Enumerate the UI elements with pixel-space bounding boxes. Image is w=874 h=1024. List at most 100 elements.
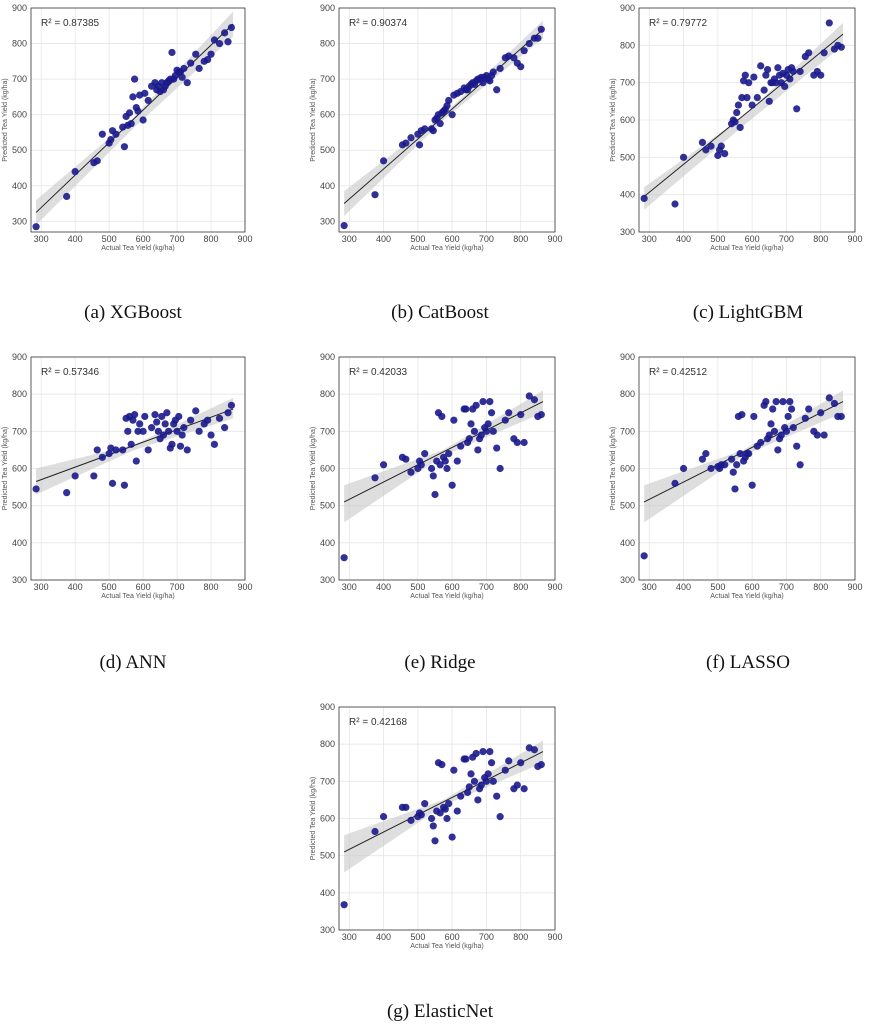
x-tick-label: 900 (847, 582, 862, 592)
x-tick-label: 300 (342, 932, 357, 942)
data-point (738, 411, 746, 419)
data-point (743, 94, 751, 102)
data-point (517, 411, 525, 419)
data-point (134, 427, 142, 435)
data-point (769, 405, 777, 413)
y-tick-label: 800 (320, 39, 335, 49)
subfigure-caption: (f) LASSO (706, 652, 790, 673)
data-point (379, 461, 388, 469)
data-point (173, 427, 181, 435)
data-point (781, 82, 789, 90)
data-point (777, 431, 785, 439)
plot-frame (338, 356, 556, 581)
confidence-band (644, 390, 843, 523)
data-point (537, 25, 545, 33)
data-point (493, 444, 501, 452)
data-point (436, 809, 444, 817)
x-tick-label: 900 (847, 234, 862, 244)
data-point (159, 431, 168, 439)
data-point (129, 416, 137, 424)
data-point (210, 440, 219, 448)
r2-annotation: R² = 0.42033 (349, 367, 408, 378)
data-point (721, 150, 729, 158)
data-point (762, 71, 770, 79)
regression-line (343, 751, 544, 853)
data-point (178, 431, 186, 439)
data-point (733, 461, 741, 469)
data-point (640, 552, 648, 560)
data-point (192, 50, 200, 58)
x-tick-label: 700 (779, 234, 794, 244)
data-point (448, 481, 456, 489)
data-point (496, 64, 504, 73)
x-tick-label: 800 (204, 582, 219, 592)
data-point (501, 416, 509, 424)
data-point (510, 54, 518, 62)
data-point (141, 412, 149, 421)
data-point (32, 223, 40, 231)
data-point (131, 411, 139, 419)
data-point (772, 398, 780, 406)
y-tick-label: 300 (12, 575, 27, 585)
data-point (753, 94, 761, 102)
data-point (796, 461, 804, 469)
y-tick-label: 600 (320, 464, 335, 474)
data-point (477, 431, 485, 439)
y-axis-label: Predicted Tea Yield (kg/ha) (2, 427, 9, 511)
data-point (340, 901, 348, 909)
data-point (748, 101, 756, 109)
y-axis-label: Predicted Tea Yield (kg/ha) (310, 78, 317, 162)
data-point (640, 194, 648, 202)
data-point (786, 75, 794, 83)
data-point (204, 55, 212, 64)
y-tick-label: 400 (320, 538, 335, 548)
x-tick-label: 800 (813, 234, 828, 244)
y-tick-label: 500 (12, 501, 27, 511)
data-point (207, 431, 215, 439)
data-point (221, 29, 229, 37)
subfigure-caption: (g) ElasticNet (387, 1001, 494, 1022)
data-point (530, 746, 539, 754)
data-point (805, 405, 813, 413)
confidence-band (344, 390, 543, 523)
data-point (183, 79, 191, 87)
data-point (161, 420, 169, 428)
data-point (472, 401, 480, 409)
x-tick-label: 500 (410, 234, 425, 244)
data-point (789, 67, 797, 76)
data-point (93, 446, 101, 454)
data-point (407, 816, 415, 824)
data-point (119, 446, 127, 454)
y-tick-label: 500 (320, 851, 335, 861)
data-point (505, 757, 513, 765)
data-point (136, 420, 144, 428)
data-point (707, 464, 715, 473)
data-point (698, 455, 707, 463)
data-point (805, 49, 813, 57)
data-point (429, 127, 437, 135)
data-point (779, 398, 787, 406)
x-tick-label: 600 (745, 582, 760, 592)
data-point (505, 409, 513, 417)
data-point (93, 157, 101, 165)
data-point (112, 130, 120, 138)
chart-panel: 300 400 500 600 700 800 900 300 400 500 600 700 800 9… (310, 3, 563, 252)
y-tick-label: 600 (320, 110, 335, 120)
data-point (127, 440, 135, 448)
data-point (736, 450, 744, 458)
plot-frame (30, 7, 246, 233)
data-point (151, 411, 159, 419)
y-tick-label: 800 (320, 739, 335, 749)
r2-annotation: R² = 0.42512 (649, 367, 708, 378)
confidence-band (344, 740, 543, 873)
data-point (139, 116, 147, 124)
x-tick-label: 600 (445, 234, 460, 244)
r2-annotation: R² = 0.57346 (41, 367, 100, 378)
data-point (131, 75, 139, 83)
x-tick-label: 700 (170, 234, 185, 244)
data-point (443, 464, 451, 473)
data-point (714, 151, 722, 160)
data-point (429, 472, 437, 480)
data-point (489, 777, 497, 785)
data-point (187, 59, 195, 67)
